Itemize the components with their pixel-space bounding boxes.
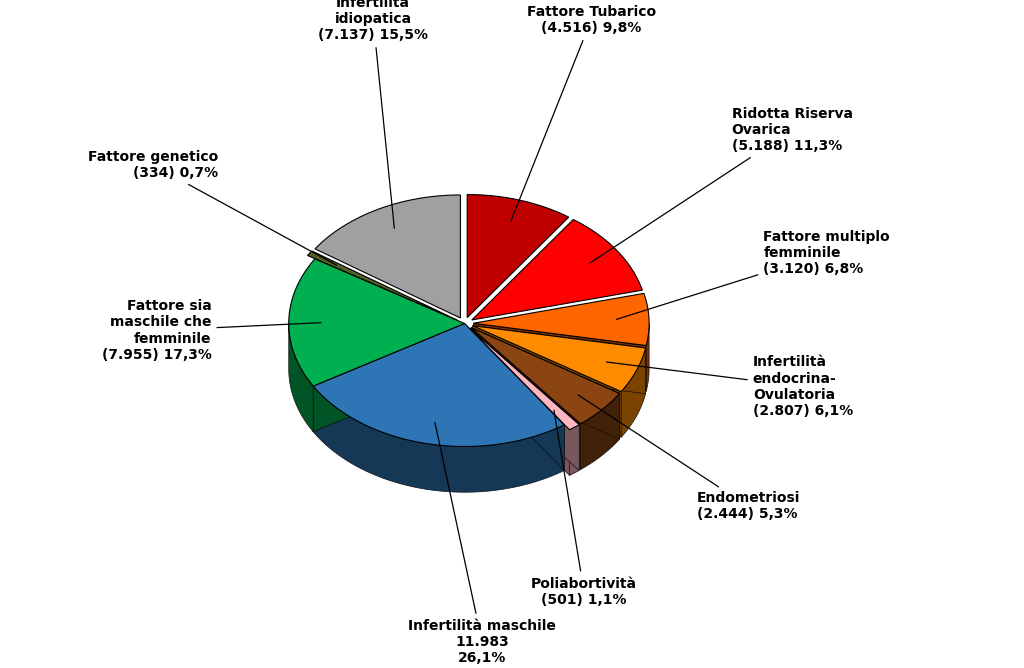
Text: Poliabortività
(501) 1,1%: Poliabortività (501) 1,1% xyxy=(531,410,637,607)
Text: Ridotta Riserva
Ovarica
(5.188) 11,3%: Ridotta Riserva Ovarica (5.188) 11,3% xyxy=(590,107,853,263)
Polygon shape xyxy=(470,329,580,430)
Polygon shape xyxy=(473,326,622,438)
Polygon shape xyxy=(467,194,568,317)
Text: Fattore sia
maschile che
femminile
(7.955) 17,3%: Fattore sia maschile che femminile (7.95… xyxy=(101,299,322,362)
Polygon shape xyxy=(473,326,645,391)
Polygon shape xyxy=(313,323,465,432)
Text: Infertilità
idiopatica
(7.137) 15,5%: Infertilità idiopatica (7.137) 15,5% xyxy=(318,0,428,228)
Polygon shape xyxy=(289,324,313,432)
Text: Fattore multiplo
femminile
(3.120) 6,8%: Fattore multiplo femminile (3.120) 6,8% xyxy=(616,230,890,319)
Polygon shape xyxy=(473,323,646,391)
Text: Infertilità
endocrina-
Ovulatoria
(2.807) 6,1%: Infertilità endocrina- Ovulatoria (2.807… xyxy=(606,355,853,418)
Polygon shape xyxy=(646,323,649,391)
Polygon shape xyxy=(313,323,465,432)
Polygon shape xyxy=(307,251,457,320)
Polygon shape xyxy=(471,327,620,424)
Polygon shape xyxy=(470,329,580,470)
Text: Endometriosi
(2.444) 5,3%: Endometriosi (2.444) 5,3% xyxy=(578,395,800,521)
Polygon shape xyxy=(473,326,645,393)
Polygon shape xyxy=(471,327,620,439)
Polygon shape xyxy=(315,195,461,318)
Polygon shape xyxy=(470,329,569,476)
Text: Infertilità maschile
11.983
26,1%: Infertilità maschile 11.983 26,1% xyxy=(409,422,556,665)
Text: Fattore Tubarico
(4.516) 9,8%: Fattore Tubarico (4.516) 9,8% xyxy=(511,5,655,221)
Polygon shape xyxy=(569,425,580,476)
Polygon shape xyxy=(313,386,564,492)
Polygon shape xyxy=(472,220,642,320)
Polygon shape xyxy=(471,327,581,470)
Polygon shape xyxy=(289,259,465,386)
Polygon shape xyxy=(465,323,564,470)
Text: Fattore genetico
(334) 0,7%: Fattore genetico (334) 0,7% xyxy=(88,150,337,265)
Polygon shape xyxy=(473,293,649,345)
Polygon shape xyxy=(581,393,620,470)
Polygon shape xyxy=(313,323,564,446)
Polygon shape xyxy=(622,348,645,438)
